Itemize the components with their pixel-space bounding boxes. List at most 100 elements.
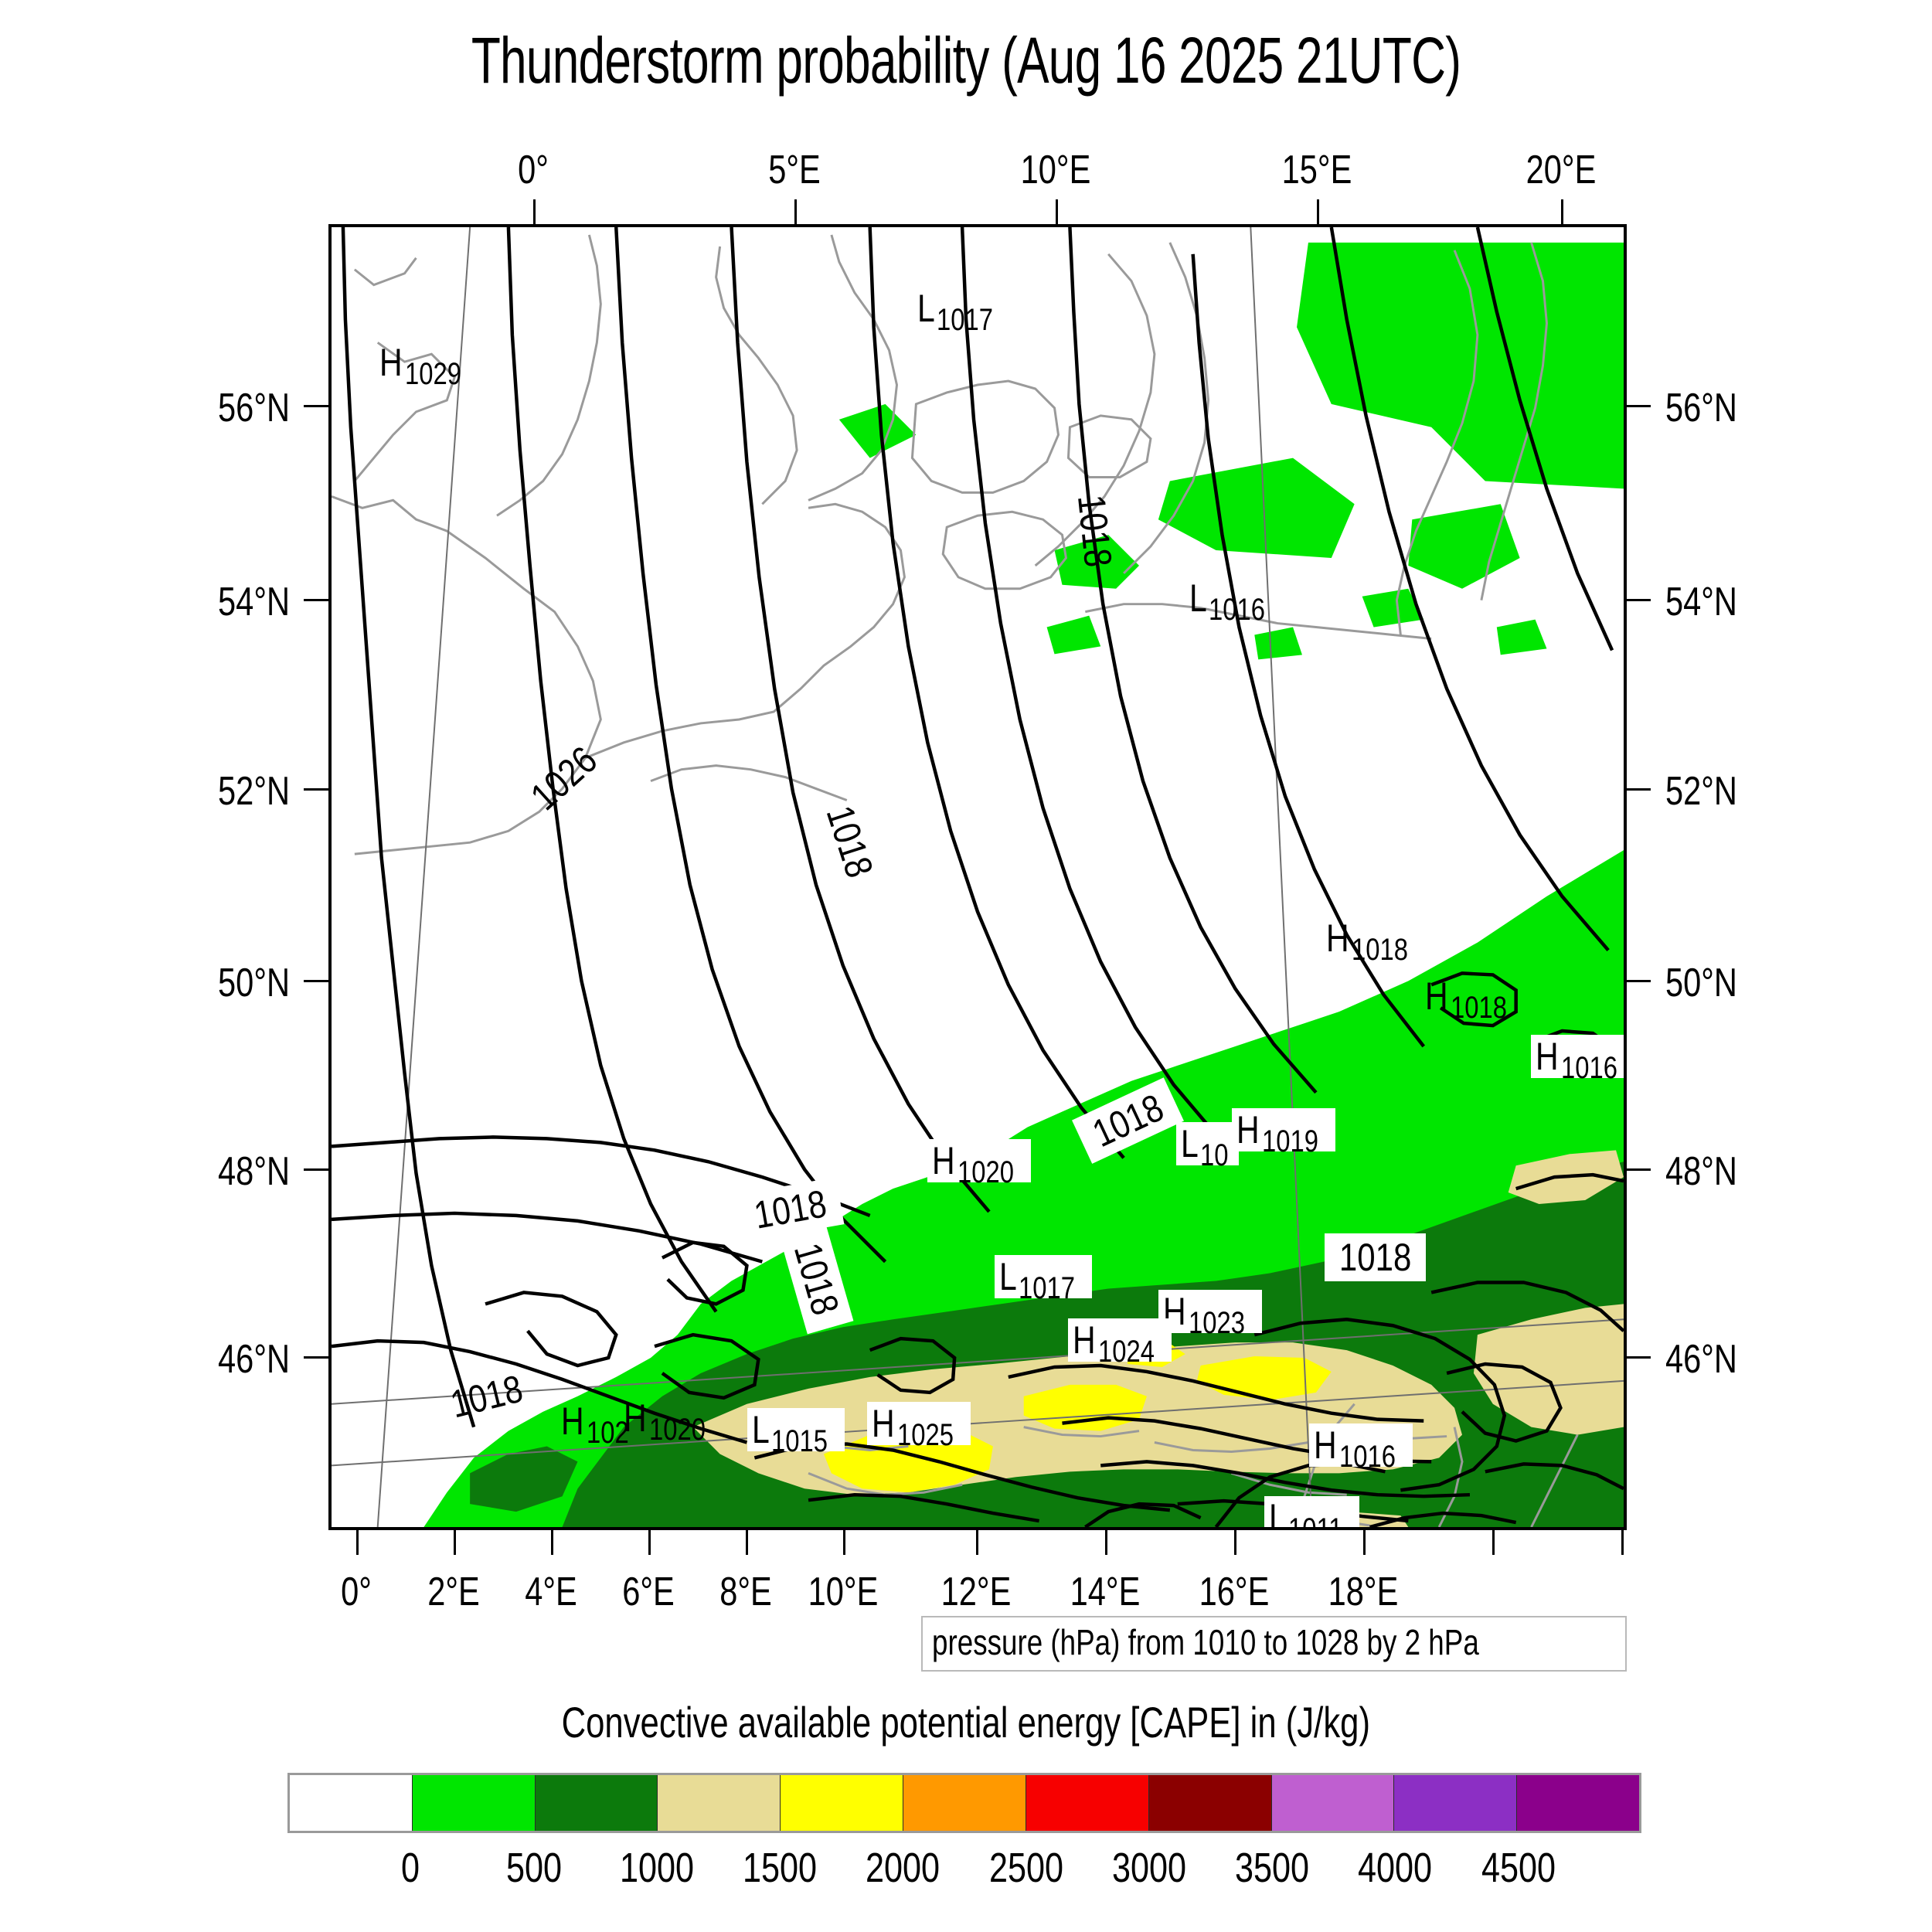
- colorbar-title: Convective available potential energy [C…: [0, 1697, 1932, 1747]
- tick-bottom: [454, 1530, 456, 1555]
- pressure-center-H-1020-a: H1020: [927, 1139, 1032, 1188]
- pressure-contour-note-text: pressure (hPa) from 1010 to 1028 by 2 hP…: [932, 1622, 1479, 1662]
- tick-right: [1626, 788, 1651, 791]
- colorbar-tick-2500: 2500: [988, 1845, 1063, 1891]
- tick-left: [304, 405, 328, 407]
- colorbar-swatch-9: [1394, 1775, 1518, 1831]
- page-title: Thunderstorm probability (Aug 16 2025 21…: [471, 24, 1461, 97]
- pressure-center-H-1016-b: H1016: [1309, 1423, 1413, 1472]
- map-plot-area: H1029 L1017 L1016 H1018 H1018 H1016 H102…: [328, 224, 1627, 1530]
- colorbar-tick-1500: 1500: [743, 1845, 818, 1891]
- lon-label-bottom-6: 12°E: [940, 1570, 1012, 1614]
- tick-bottom: [1105, 1530, 1107, 1555]
- tick-top: [533, 199, 536, 224]
- tick-right: [1626, 599, 1651, 601]
- colorbar-tick-3000: 3000: [1111, 1845, 1186, 1891]
- lon-label-top-4: 20°E: [1526, 148, 1597, 192]
- tick-bottom: [648, 1530, 651, 1555]
- pressure-center-H-1018-b: H1018: [1425, 975, 1508, 1025]
- lon-label-bottom-9: 18°E: [1328, 1570, 1399, 1614]
- lon-label-bottom-2: 4°E: [525, 1570, 577, 1614]
- pressure-center-H-1016-a: H1016: [1531, 1035, 1624, 1083]
- lat-label-left-4: 48°N: [218, 1149, 290, 1194]
- colorbar-tick-500: 500: [505, 1845, 562, 1891]
- tick-bottom: [746, 1530, 748, 1555]
- lon-label-top-3: 15°E: [1281, 148, 1352, 192]
- pressure-center-H-1018-a: H1018: [1326, 917, 1409, 967]
- lat-label-left-1: 54°N: [218, 580, 290, 624]
- colorbar-title-text: Convective available potential energy [C…: [561, 1698, 1371, 1747]
- tick-bottom: [1234, 1530, 1236, 1555]
- lon-label-bottom-3: 6°E: [622, 1570, 675, 1614]
- colorbar-tick-0: 0: [401, 1845, 420, 1891]
- lon-label-top-0: 0°: [518, 148, 549, 192]
- colorbar-tick-labels: 0 500 1000 1500 2000 2500 3000 3500 4000 4500: [287, 1844, 1641, 1898]
- lat-label-left-2: 52°N: [218, 769, 290, 814]
- pressure-center-L-1015: L1015: [747, 1408, 845, 1457]
- tick-top: [1317, 199, 1319, 224]
- colorbar-swatch-10: [1517, 1775, 1639, 1831]
- tick-bottom: [1492, 1530, 1495, 1555]
- pressure-center-L-1016: L1016: [1189, 577, 1265, 627]
- lon-label-bottom-8: 16°E: [1199, 1570, 1270, 1614]
- lat-label-right-2: 52°N: [1665, 769, 1737, 814]
- graticule: [332, 227, 1624, 1527]
- pressure-center-L-1017-b: L1017: [995, 1255, 1092, 1304]
- lon-label-bottom-1: 2°E: [427, 1570, 480, 1614]
- tick-top: [1056, 199, 1058, 224]
- coastlines: [332, 234, 1579, 1527]
- tick-bottom: [1621, 1530, 1624, 1555]
- pressure-center-L-10: L10: [1176, 1122, 1240, 1171]
- lat-label-left-3: 50°N: [218, 961, 290, 1005]
- contour-label-1018-f: 1018: [1325, 1233, 1427, 1281]
- tick-top: [794, 199, 797, 224]
- tick-left: [304, 599, 328, 601]
- tick-top: [1561, 199, 1563, 224]
- lat-label-right-5: 46°N: [1665, 1337, 1737, 1382]
- colorbar-swatch-3: [658, 1775, 781, 1831]
- lat-label-right-3: 50°N: [1665, 961, 1737, 1005]
- pressure-center-H-1025: H1025: [867, 1402, 971, 1451]
- contour-label-1018-b: 1018: [1069, 492, 1121, 570]
- tick-right: [1626, 1168, 1651, 1171]
- tick-left: [304, 1168, 328, 1171]
- colorbar-swatch-7: [1148, 1775, 1272, 1831]
- colorbar-swatch-4: [781, 1775, 904, 1831]
- pressure-center-L-1017: L1017: [917, 287, 993, 337]
- tick-bottom: [551, 1530, 553, 1555]
- lat-label-right-1: 54°N: [1665, 580, 1737, 624]
- pressure-contour-note: pressure (hPa) from 1010 to 1028 by 2 hP…: [921, 1616, 1627, 1672]
- pressure-center-H-102: H102: [561, 1400, 629, 1450]
- tick-right: [1626, 980, 1651, 982]
- tick-right: [1626, 405, 1651, 407]
- colorbar-tick-4000: 4000: [1358, 1845, 1433, 1891]
- colorbar-tick-4500: 4500: [1481, 1845, 1556, 1891]
- colorbar-tick-2000: 2000: [866, 1845, 940, 1891]
- lon-label-bottom-4: 8°E: [719, 1570, 772, 1614]
- tick-bottom: [976, 1530, 978, 1555]
- isobar-contours: [332, 227, 1624, 1527]
- colorbar-swatch-0: [290, 1775, 413, 1831]
- colorbar-tick-1000: 1000: [619, 1845, 694, 1891]
- tick-bottom: [843, 1530, 845, 1555]
- cape-filled-field: [423, 242, 1624, 1527]
- pressure-center-L-1011: L1011: [1264, 1496, 1359, 1527]
- lon-label-top-1: 5°E: [768, 148, 821, 192]
- tick-bottom: [356, 1530, 359, 1555]
- lon-label-bottom-7: 14°E: [1070, 1570, 1141, 1614]
- lat-label-right-0: 56°N: [1665, 386, 1737, 430]
- colorbar: [287, 1773, 1641, 1833]
- colorbar-swatch-2: [535, 1775, 658, 1831]
- colorbar-swatch-8: [1271, 1775, 1395, 1831]
- lon-label-top-2: 10°E: [1020, 148, 1091, 192]
- tick-right: [1626, 1356, 1651, 1359]
- pressure-center-H-1020-b: H1020: [624, 1396, 706, 1447]
- tick-left: [304, 980, 328, 982]
- colorbar-swatch-6: [1026, 1775, 1149, 1831]
- tick-left: [304, 1356, 328, 1359]
- lat-label-right-4: 48°N: [1665, 1149, 1737, 1194]
- lat-label-left-0: 56°N: [218, 386, 290, 430]
- pressure-center-H-1029: H1029: [379, 341, 462, 391]
- colorbar-tick-3500: 3500: [1235, 1845, 1310, 1891]
- tick-bottom: [1363, 1530, 1366, 1555]
